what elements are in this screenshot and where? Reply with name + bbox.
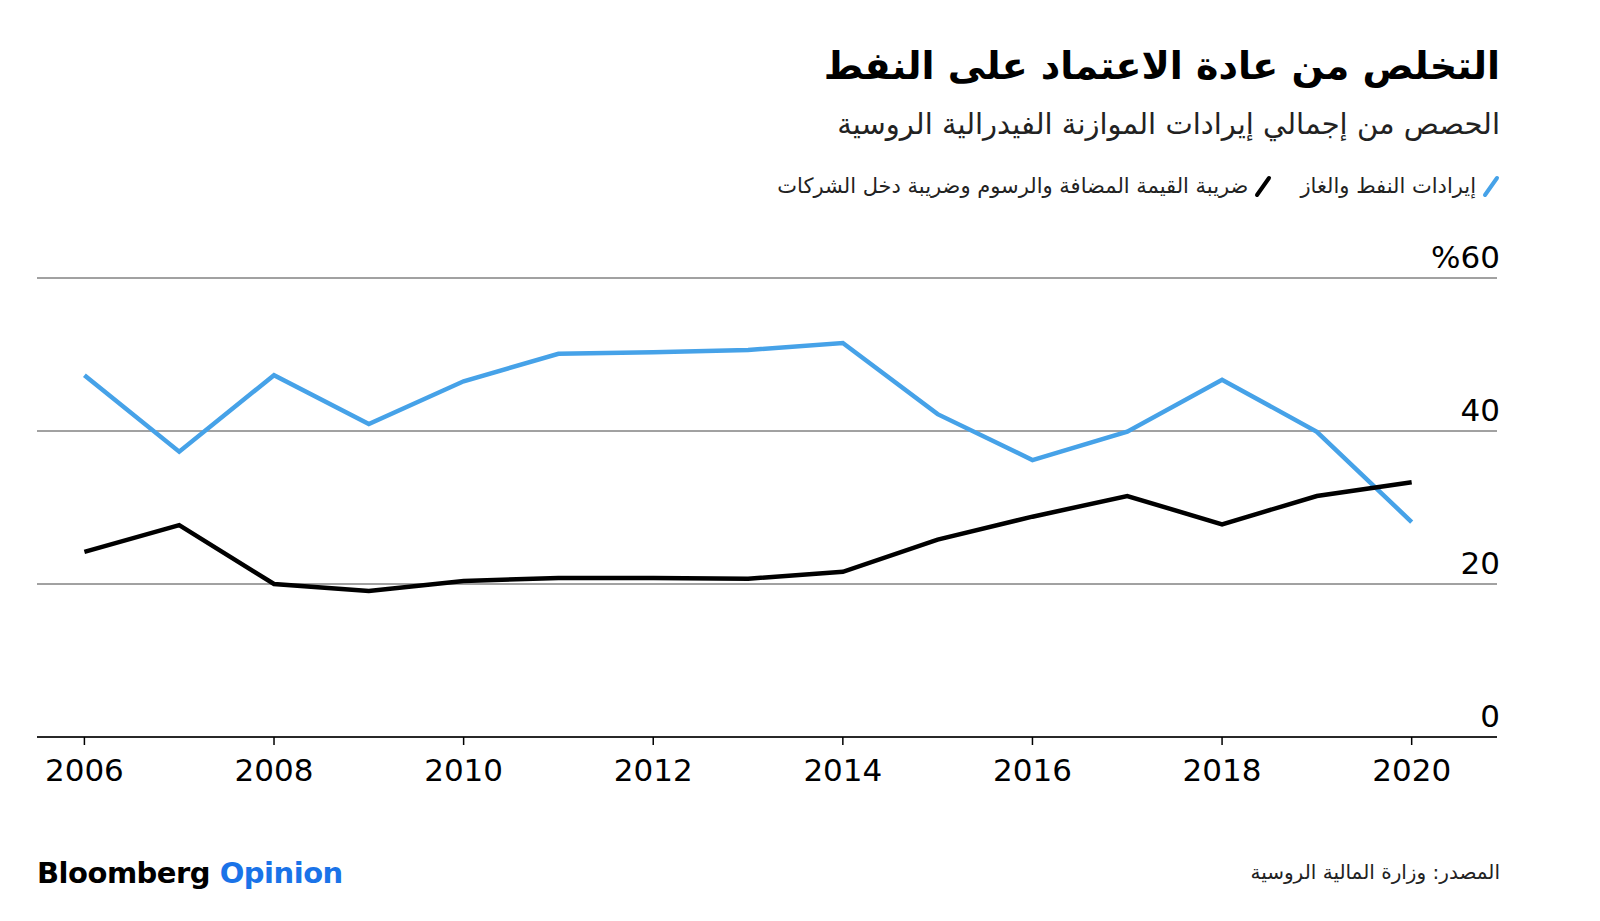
svg-text:2010: 2010 bbox=[424, 752, 503, 788]
svg-text:40: 40 bbox=[1461, 392, 1500, 428]
html-text:المصدر: وزارة المالية الروسية: المصدر: وزارة المالية الروسية bbox=[1250, 860, 1500, 884]
svg-text:2008: 2008 bbox=[235, 752, 314, 788]
svg-text:0: 0 bbox=[1480, 698, 1500, 734]
svg-text:2016: 2016 bbox=[993, 752, 1072, 788]
html-text:ضريبة القيمة المضافة والرسوم و: ضريبة القيمة المضافة والرسوم وضريبة دخل … bbox=[777, 174, 1249, 198]
svg-text:2006: 2006 bbox=[45, 752, 124, 788]
html-text:الحصص من إجمالي إيرادات المواز: الحصص من إجمالي إيرادات الموازنة الفيدرا… bbox=[837, 107, 1500, 141]
svg-text:%60: %60 bbox=[1431, 239, 1500, 275]
svg-text:2020: 2020 bbox=[1372, 752, 1451, 788]
html-text:Bloomberg Opinion: Bloomberg Opinion bbox=[37, 856, 343, 890]
svg-text:2014: 2014 bbox=[803, 752, 882, 788]
svg-text:2012: 2012 bbox=[614, 752, 693, 788]
svg-text:20: 20 bbox=[1461, 545, 1500, 581]
svg-text:2018: 2018 bbox=[1183, 752, 1262, 788]
html-text:إيرادات النفط والغاز: إيرادات النفط والغاز bbox=[1300, 174, 1476, 198]
html-text:التخلص من عادة الاعتماد على ال: التخلص من عادة الاعتماد على النفط bbox=[823, 44, 1500, 88]
